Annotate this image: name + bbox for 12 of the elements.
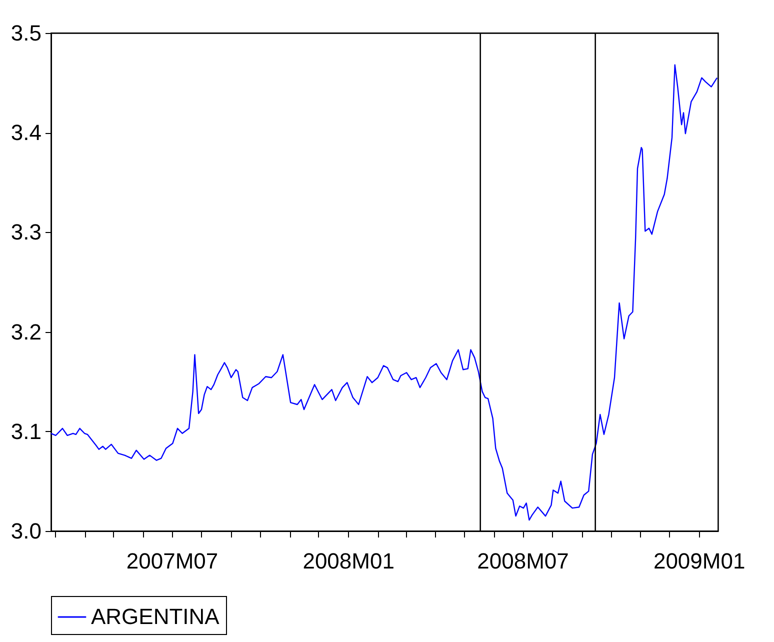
y-tick-label: 3.3 [10, 220, 42, 245]
x-tick-label: 2009M01 [653, 548, 746, 574]
x-tick-label: 2008M01 [302, 548, 394, 574]
y-tick-label: 3.0 [10, 518, 42, 544]
x-tick-label: 2007M07 [126, 548, 218, 574]
y-tick-label: 3.4 [10, 120, 42, 146]
line-series [50, 64, 718, 521]
x-tick-label: 2008M07 [477, 548, 569, 574]
legend-label: ARGENTINA [91, 604, 220, 629]
y-tick-label: 3.2 [10, 319, 42, 344]
y-tick-label: 3.5 [10, 20, 42, 46]
y-tick-label: 3.1 [10, 418, 42, 444]
